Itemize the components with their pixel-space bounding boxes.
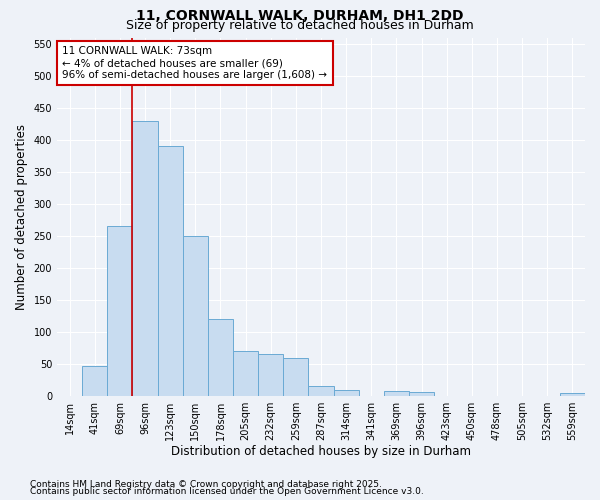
Bar	[183, 236, 208, 396]
Bar	[107, 226, 133, 396]
Bar	[82, 366, 107, 396]
Text: Size of property relative to detached houses in Durham: Size of property relative to detached ho…	[126, 18, 474, 32]
Bar	[233, 352, 258, 396]
Bar	[560, 393, 585, 396]
X-axis label: Distribution of detached houses by size in Durham: Distribution of detached houses by size …	[171, 444, 471, 458]
Bar	[208, 320, 233, 396]
Text: 11 CORNWALL WALK: 73sqm
← 4% of detached houses are smaller (69)
96% of semi-det: 11 CORNWALL WALK: 73sqm ← 4% of detached…	[62, 46, 328, 80]
Text: Contains HM Land Registry data © Crown copyright and database right 2025.: Contains HM Land Registry data © Crown c…	[30, 480, 382, 489]
Bar	[334, 390, 359, 396]
Bar	[258, 354, 283, 396]
Bar	[384, 391, 409, 396]
Y-axis label: Number of detached properties: Number of detached properties	[15, 124, 28, 310]
Bar	[409, 392, 434, 396]
Bar	[158, 146, 183, 396]
Text: 11, CORNWALL WALK, DURHAM, DH1 2DD: 11, CORNWALL WALK, DURHAM, DH1 2DD	[136, 9, 464, 23]
Bar	[308, 386, 334, 396]
Bar	[133, 120, 158, 396]
Bar	[283, 358, 308, 396]
Text: Contains public sector information licensed under the Open Government Licence v3: Contains public sector information licen…	[30, 487, 424, 496]
